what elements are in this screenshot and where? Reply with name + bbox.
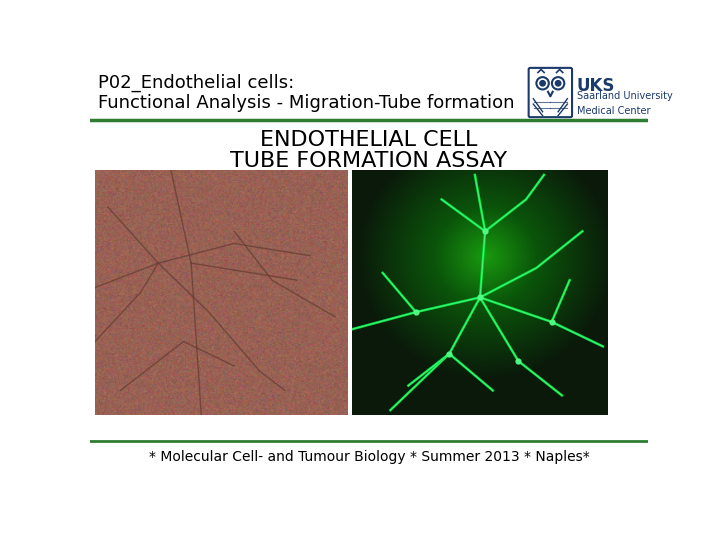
Text: Saarland University
Medical Center: Saarland University Medical Center [577,91,672,116]
Text: TUBE FORMATION ASSAY: TUBE FORMATION ASSAY [230,151,508,171]
Text: Fluorescence: Fluorescence [420,394,503,407]
Circle shape [540,80,545,86]
Text: Functional Analysis - Migration-Tube formation: Functional Analysis - Migration-Tube for… [98,94,514,112]
Text: UKS: UKS [577,77,615,95]
Circle shape [555,80,561,86]
Text: Bright Field: Bright Field [226,394,297,407]
Text: * Molecular Cell- and Tumour Biology * Summer 2013 * Naples*: * Molecular Cell- and Tumour Biology * S… [148,450,590,464]
Text: ENDOTHELIAL CELL: ENDOTHELIAL CELL [261,130,477,150]
Text: P02_Endothelial cells:: P02_Endothelial cells: [98,74,294,92]
